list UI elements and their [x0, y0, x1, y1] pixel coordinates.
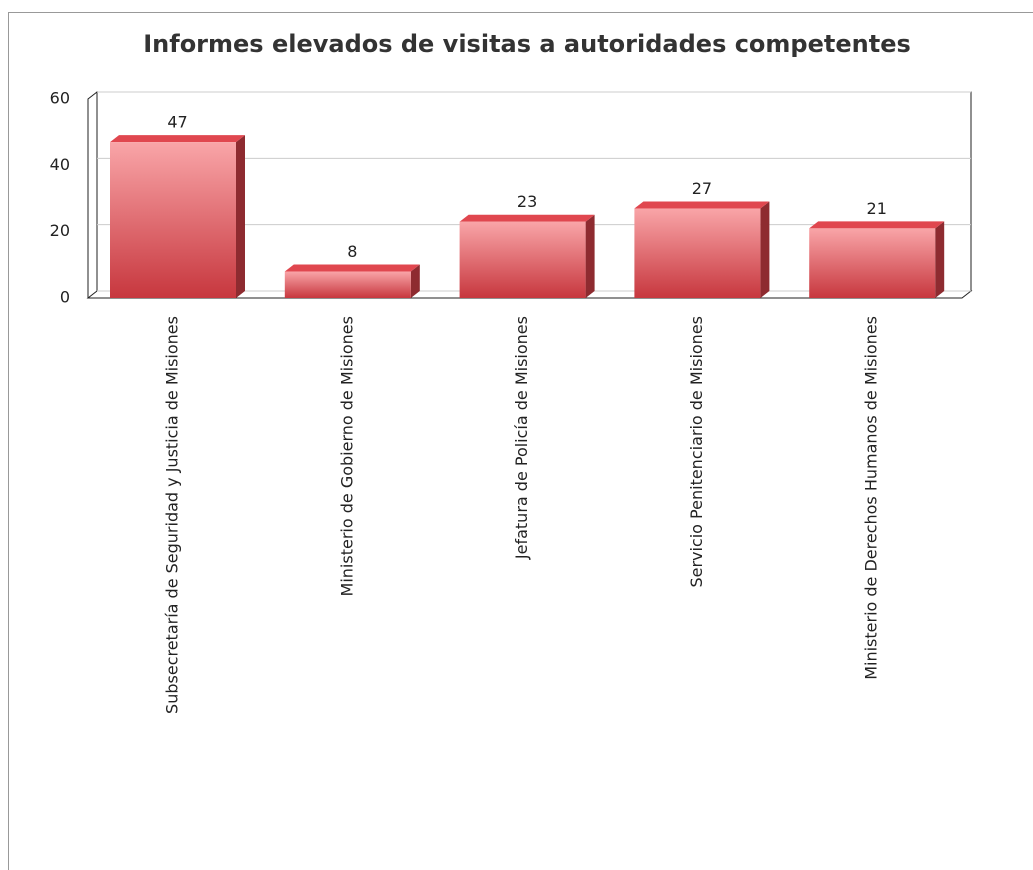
bar-top: [284, 264, 420, 272]
y-tick-label: 40: [50, 155, 70, 174]
bar-side: [236, 135, 245, 298]
bar: [110, 142, 236, 298]
value-label: 23: [517, 192, 537, 211]
y-tick-label: 60: [50, 89, 70, 108]
y-tick-label: 0: [60, 288, 70, 307]
bar: [459, 221, 586, 298]
bar-top: [459, 214, 595, 222]
bar: [809, 228, 936, 298]
x-tick-label: Subsecretaría de Seguridad y Justicia de…: [163, 316, 182, 714]
y-tick-label: 20: [50, 221, 70, 240]
bar: [284, 271, 411, 298]
x-tick-label: Servicio Penitenciario de Misiones: [687, 316, 706, 588]
bar-top: [110, 135, 245, 143]
value-label: 21: [867, 199, 887, 218]
bar-top: [809, 221, 945, 229]
bar-side: [585, 214, 595, 298]
x-tick-label: Jefatura de Policía de Misiones: [512, 316, 531, 560]
bar-side: [410, 264, 420, 298]
bar-top: [634, 201, 770, 209]
bar-side: [760, 201, 770, 298]
frame: [8, 12, 1033, 870]
value-label: 27: [692, 179, 712, 198]
x-tick-label: Ministerio de Gobierno de Misiones: [337, 316, 356, 596]
bar: [634, 208, 761, 298]
chart-title: Informes elevados de visitas a autoridad…: [143, 30, 911, 58]
bar-side: [935, 221, 945, 298]
value-label: 8: [347, 242, 357, 261]
value-label: 47: [167, 113, 187, 132]
left-wall: [87, 90, 98, 298]
x-tick-label: Ministerio de Derechos Humanos de Mision…: [862, 316, 881, 680]
